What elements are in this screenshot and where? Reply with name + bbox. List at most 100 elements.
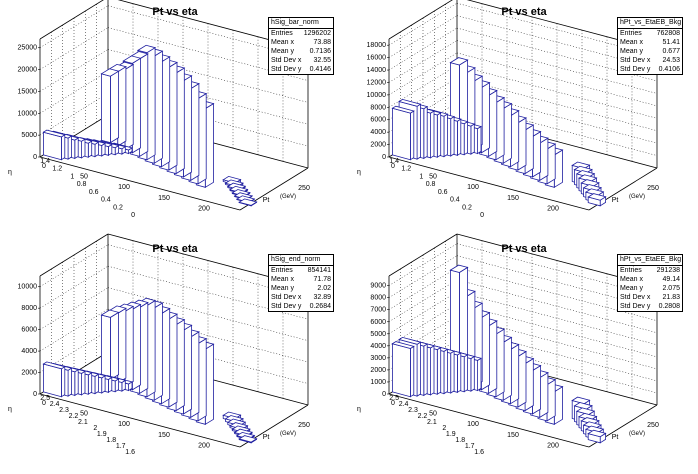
z-tick-label: 4000	[21, 348, 37, 355]
bar-side	[74, 368, 79, 397]
box-edge	[39, 393, 241, 448]
stats-row: Std Dev y 0.4106	[618, 65, 682, 74]
y-tick-label: 2.4	[399, 401, 409, 408]
x-axis-label: Pt	[263, 434, 270, 441]
bar-top	[42, 361, 66, 370]
chart-title: Pt vs eta	[501, 6, 547, 18]
z-tick-label: 5000	[370, 331, 386, 338]
bar-side	[67, 367, 72, 397]
stats-row: Mean x 49.14	[618, 275, 682, 284]
bar-side	[457, 118, 462, 157]
y-tick-label: 0	[131, 212, 135, 219]
bar-side	[436, 346, 442, 395]
y-tick-label: 1.2	[401, 166, 411, 173]
stats-value: 49.14	[662, 276, 680, 283]
z-tick-label: 2000	[21, 370, 37, 377]
x-axis-unit: (GeV)	[280, 194, 296, 200]
grid-line	[39, 71, 109, 114]
x-tick-label: 150	[507, 195, 519, 202]
stats-row: Mean y 2.02	[269, 284, 333, 293]
bar-top	[122, 55, 142, 64]
stats-value: 0.2808	[658, 303, 680, 310]
stats-row: Mean x 51.41	[618, 38, 682, 47]
stats-label: Entries	[271, 30, 293, 37]
x-axis-label: Pt	[612, 434, 619, 441]
y-tick-label: 2.2	[69, 413, 79, 420]
stats-box: hPt_vs_EtaEE_Bkg Entries 291238 Mean x 49.14…	[617, 254, 683, 312]
bar-side	[81, 138, 86, 159]
z-tick-label: 16000	[367, 55, 387, 62]
y-tick-label: 2.4	[50, 401, 60, 408]
grid-line	[388, 52, 458, 96]
stats-value: 291238	[656, 267, 680, 274]
x-axis-label: Pt	[263, 197, 270, 204]
stats-value: 32.55	[313, 57, 331, 64]
x-tick-label: 0	[42, 163, 46, 170]
z-tick-label: 4000	[370, 129, 386, 136]
lego-bars	[42, 297, 258, 444]
stats-label: Mean x	[271, 39, 294, 46]
y-tick-label: 1.6	[125, 449, 135, 456]
bar-side	[477, 125, 482, 155]
bar-front	[392, 107, 411, 161]
bar-tail-7	[587, 429, 607, 444]
box-edge	[39, 156, 241, 211]
stats-row: Std Dev y 0.4146	[269, 65, 333, 74]
stats-row: Std Dev x 32.89	[269, 293, 333, 302]
stats-histogram-name: hSig_end_norm	[269, 255, 333, 266]
x-tick-label: 150	[158, 432, 170, 439]
bar-side	[450, 350, 455, 394]
stats-row: Mean y 0.7136	[269, 47, 333, 56]
y-tick-label: 0	[480, 212, 484, 219]
stats-label: Std Dev x	[620, 57, 651, 64]
bar-front-0	[42, 361, 66, 398]
y-tick-label: 0.6	[89, 189, 99, 196]
stats-value: 2.02	[317, 285, 331, 292]
lego-bars	[42, 44, 258, 207]
chart-title: Pt vs eta	[152, 6, 198, 18]
y-tick-label: 2.3	[59, 407, 69, 414]
bar-side	[463, 120, 468, 156]
z-tick-label: 9000	[370, 283, 386, 290]
x-tick-label: 50	[429, 411, 437, 418]
grid-line	[388, 40, 458, 83]
chart-title: Pt vs eta	[501, 243, 547, 255]
x-axis-unit: (GeV)	[280, 431, 296, 437]
lego-bars	[391, 264, 607, 444]
stats-value: 0.7136	[309, 48, 331, 55]
x-tick-label: 100	[118, 184, 130, 191]
stats-label: Entries	[620, 267, 642, 274]
stats-value: 73.88	[313, 39, 331, 46]
bar-side	[67, 135, 72, 160]
stats-row: Mean y 2.075	[618, 284, 682, 293]
stats-label: Mean y	[620, 48, 643, 55]
stats-label: Mean x	[271, 276, 294, 283]
y-tick-label: 2.3	[408, 407, 418, 414]
stats-label: Entries	[620, 30, 642, 37]
stats-row: Std Dev x 24.53	[618, 56, 682, 65]
lego-chart-3: Pt vs eta0100020003000400050006000700080…	[357, 233, 659, 456]
bar-side	[443, 113, 448, 158]
z-tick-label: 5000	[21, 132, 37, 139]
y-tick-label: 1.2	[52, 166, 62, 173]
bar-top	[238, 435, 258, 443]
y-tick-label: 1.4	[389, 158, 399, 165]
bar-top	[100, 68, 120, 77]
x-axis-label: Pt	[612, 197, 619, 204]
z-tick-label: 8000	[21, 305, 37, 312]
x-axis-max-label: 250	[298, 422, 310, 429]
stats-label: Std Dev x	[271, 294, 302, 301]
bar-side	[430, 345, 435, 396]
bar-side	[470, 123, 475, 155]
z-tick-label: 25000	[18, 45, 38, 52]
stats-histogram-name: hSig_bar_norm	[269, 18, 333, 29]
grid-line	[39, 244, 109, 287]
bar-side	[416, 341, 421, 397]
stats-label: Mean y	[271, 48, 294, 55]
x-tick-label: 0	[391, 163, 395, 170]
bar-side	[423, 105, 428, 160]
y-tick-label: 0.6	[438, 189, 448, 196]
grid-line	[39, 5, 109, 48]
stats-label: Std Dev x	[620, 294, 651, 301]
stats-label: Mean x	[620, 39, 643, 46]
